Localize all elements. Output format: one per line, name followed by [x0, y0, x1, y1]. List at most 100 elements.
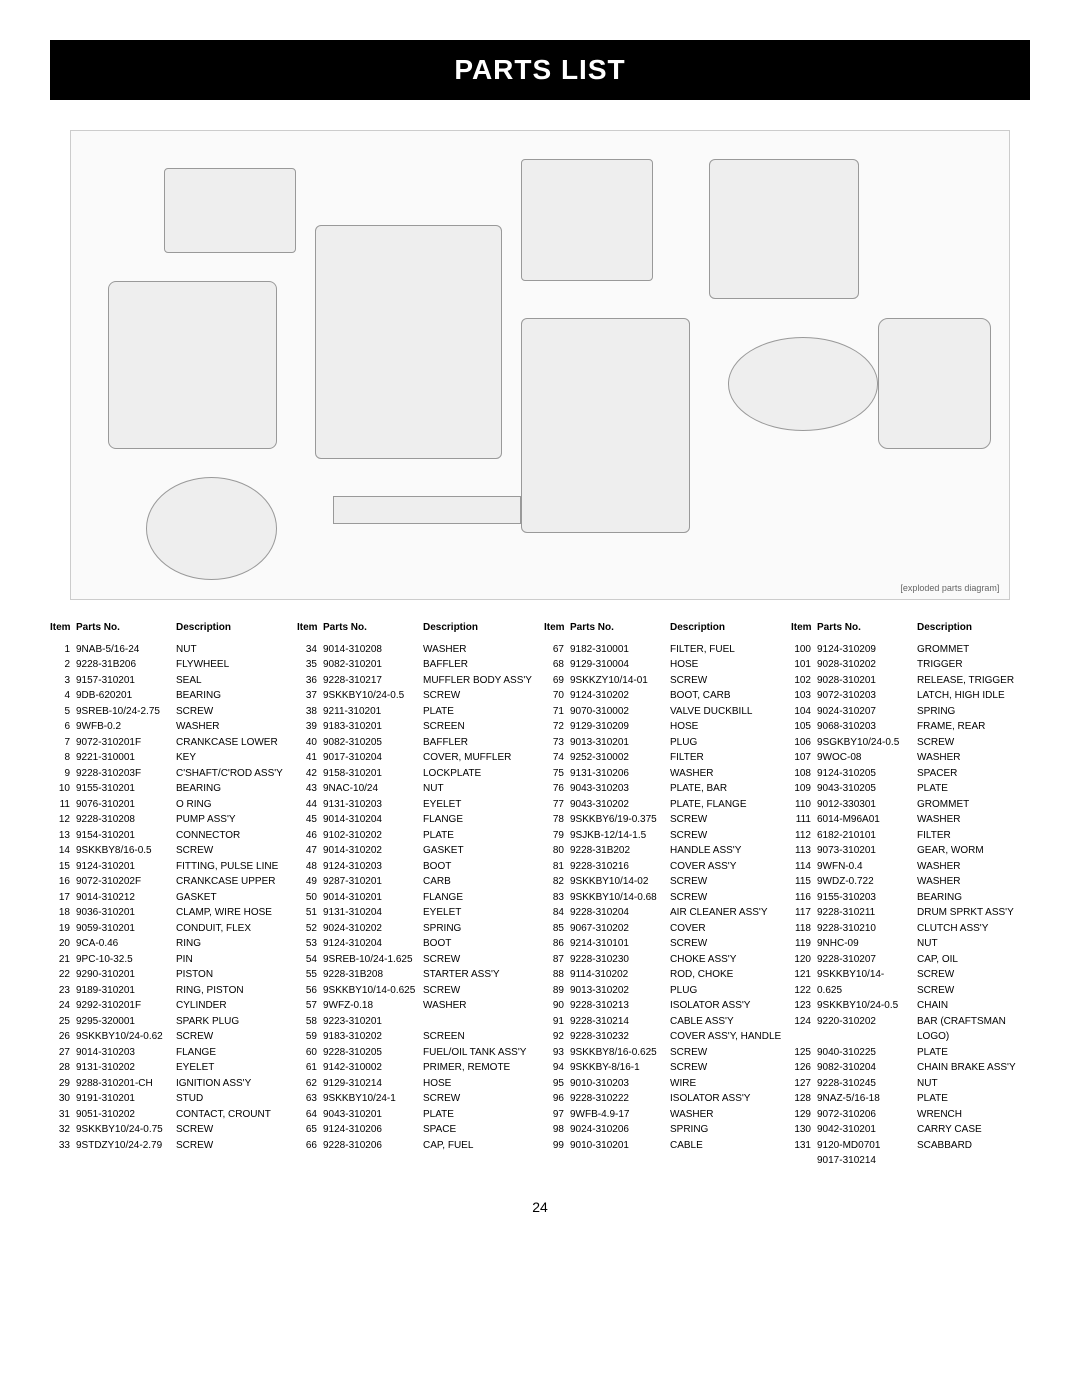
cell-item: 100	[791, 642, 817, 658]
cell-desc: GROMMET	[917, 797, 1030, 813]
parts-row: 319051-310202CONTACT, CROUNT	[50, 1107, 289, 1123]
cell-part: 9SREB-10/24-1.625	[323, 952, 423, 968]
parts-row: 959010-310203WIRE	[544, 1076, 783, 1092]
parts-row: 149SKKBY8/16-0.5SCREW	[50, 843, 289, 859]
cell-desc: SCREW	[176, 704, 289, 720]
cell-part: 9SKKBY8/16-0.5	[76, 843, 176, 859]
cell-desc: FITTING, PULSE LINE	[176, 859, 289, 875]
cell-desc: BOOT	[423, 936, 536, 952]
cell-desc: PLATE	[423, 828, 536, 844]
cell-item: 3	[50, 673, 76, 689]
cell-desc: SPACE	[423, 1122, 536, 1138]
parts-row: 519131-310204EYELET	[297, 905, 536, 921]
cell-part: 9228-310214	[570, 1014, 670, 1030]
cell-part: 9082-310201	[323, 657, 423, 673]
cell-part: 9014-310212	[76, 890, 176, 906]
cell-desc: COVER, MUFFLER	[423, 750, 536, 766]
parts-row: 329SKKBY10/24-0.75SCREW	[50, 1122, 289, 1138]
cell-item: 85	[544, 921, 570, 937]
cell-item: 112	[791, 828, 817, 844]
cell-desc: CONTACT, CROUNT	[176, 1107, 289, 1123]
cell-desc: FRAME, REAR	[917, 719, 1030, 735]
cell-part: 9228-310207	[817, 952, 917, 968]
cell-item: 2	[50, 657, 76, 673]
cell-desc: SPACER	[917, 766, 1030, 782]
cell-desc: CARRY CASE	[917, 1122, 1030, 1138]
cell-desc: GASKET	[423, 843, 536, 859]
cell-item: 27	[50, 1045, 76, 1061]
cell-part: 9STDZY10/24-2.79	[76, 1138, 176, 1154]
cell-part: 9SKKBY10/14-02	[570, 874, 670, 890]
cell-part: 9017-310214	[817, 1153, 917, 1169]
cell-desc: DRUM SPRKT ASS'Y	[917, 905, 1030, 921]
cell-desc: ROD, CHOKE	[670, 967, 783, 983]
parts-row: 649043-310201PLATE	[297, 1107, 536, 1123]
cell-part: 9129-310004	[570, 657, 670, 673]
cell-item: 12	[50, 812, 76, 828]
parts-row: 1189228-310210CLUTCH ASS'Y	[791, 921, 1030, 937]
cell-desc: NUT	[423, 781, 536, 797]
cell-item: 19	[50, 921, 76, 937]
cell-desc: CHOKE ASS'Y	[670, 952, 783, 968]
parts-row: 939SKKBY8/16-0.625SCREW	[544, 1045, 783, 1061]
parts-row: 999010-310201CABLE	[544, 1138, 783, 1154]
parts-row: 849228-310204AIR CLEANER ASS'Y	[544, 905, 783, 921]
cell-part: 0.625	[817, 983, 917, 999]
cell-item: 106	[791, 735, 817, 751]
cell-item: 11	[50, 797, 76, 813]
cell-part: 9157-310201	[76, 673, 176, 689]
parts-row: 589223-310201	[297, 1014, 536, 1030]
cell-item: 90	[544, 998, 570, 1014]
parts-row: 309191-310201STUD	[50, 1091, 289, 1107]
parts-row: 949SKKBY-8/16-1SCREW	[544, 1060, 783, 1076]
cell-desc: BAFFLER	[423, 657, 536, 673]
cell-item: 5	[50, 704, 76, 720]
cell-desc: BAFFLER	[423, 735, 536, 751]
cell-part: 9124-310206	[323, 1122, 423, 1138]
cell-part: 9NHC-09	[817, 936, 917, 952]
cell-item: 86	[544, 936, 570, 952]
parts-row: 69WFB-0.2WASHER	[50, 719, 289, 735]
cell-item: 64	[297, 1107, 323, 1123]
diagram-placeholder: [exploded parts diagram]	[70, 130, 1011, 600]
cell-item: 8	[50, 750, 76, 766]
cell-part: 9068-310203	[817, 719, 917, 735]
parts-row: 769043-310203PLATE, BAR	[544, 781, 783, 797]
cell-part: 9228-31B206	[76, 657, 176, 673]
column-header: ItemParts No.Description	[297, 620, 536, 636]
header-desc: Description	[176, 620, 289, 636]
cell-desc: PLATE, BAR	[670, 781, 783, 797]
cell-desc: SCREW	[670, 828, 783, 844]
cell-desc: SCREW	[176, 1029, 289, 1045]
cell-desc: C'SHAFT/C'ROD ASS'Y	[176, 766, 289, 782]
parts-column-4: ItemParts No.Description1009124-310209GR…	[791, 620, 1030, 1169]
parts-row: 669228-310206CAP, FUEL	[297, 1138, 536, 1154]
cell-item: 80	[544, 843, 570, 859]
cell-part: 9072-310202F	[76, 874, 176, 890]
cell-desc: FUEL/OIL TANK ASS'Y	[423, 1045, 536, 1061]
cell-desc: CABLE ASS'Y	[670, 1014, 783, 1030]
parts-row: 229290-310201PISTON	[50, 967, 289, 983]
cell-desc: ISOLATOR ASS'Y	[670, 1091, 783, 1107]
parts-row: 349014-310208WASHER	[297, 642, 536, 658]
cell-item: 47	[297, 843, 323, 859]
parts-row: 749252-310002FILTER	[544, 750, 783, 766]
cell-item: 129	[791, 1107, 817, 1123]
parts-row: 499287-310201CARB	[297, 874, 536, 890]
parts-row: 659124-310206SPACE	[297, 1122, 536, 1138]
cell-desc: CLAMP, WIRE HOSE	[176, 905, 289, 921]
cell-desc: PISTON	[176, 967, 289, 983]
cell-desc: RING	[176, 936, 289, 952]
cell-part: 9SKKBY10/24-0.5	[323, 688, 423, 704]
cell-part: 9220-310202	[817, 1014, 917, 1045]
parts-row: 1009124-310209GROMMET	[791, 642, 1030, 658]
cell-item: 24	[50, 998, 76, 1014]
cell-part: 9223-310201	[323, 1014, 423, 1030]
cell-part: 9287-310201	[323, 874, 423, 890]
cell-item: 52	[297, 921, 323, 937]
cell-part: 9WFB-0.2	[76, 719, 176, 735]
cell-part: 9024-310202	[323, 921, 423, 937]
cell-part: 9228-310203F	[76, 766, 176, 782]
cell-part: 9142-310002	[323, 1060, 423, 1076]
cell-item: 74	[544, 750, 570, 766]
